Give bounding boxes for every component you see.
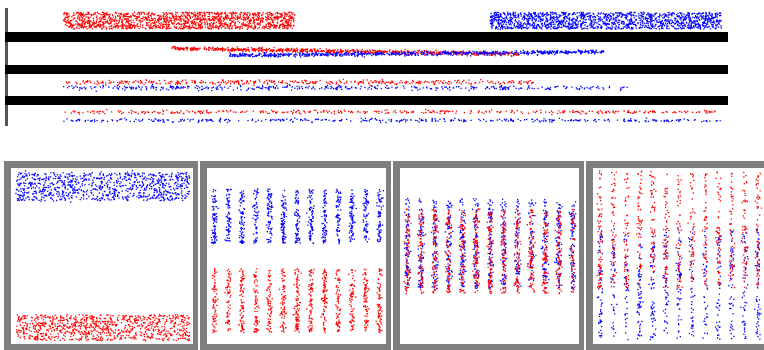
panel-row: [4, 161, 764, 350]
row-1-blue-particles: [489, 11, 722, 30]
panel-2-red-particles: [211, 268, 383, 334]
row-separator-1: [5, 32, 728, 42]
panel-4-frame: [586, 161, 764, 350]
panel-3-canvas: [403, 198, 577, 295]
panel-2-canvas: [210, 188, 385, 334]
panel-1-frame: [4, 161, 198, 350]
top-scatter-strip: [5, 8, 728, 126]
panel-4-canvas: [596, 170, 763, 341]
panel-4-red-particles: [596, 170, 763, 290]
panel-3-red-particles: [403, 208, 576, 295]
panel-2-area: [207, 168, 386, 344]
panel-1-area: [11, 168, 193, 344]
row-4-red-particles: [64, 109, 716, 116]
panel-4-blue-particles: [596, 228, 762, 341]
panel-1-canvas: [15, 170, 191, 342]
panel-1-blue-particles: [15, 170, 191, 203]
row-4-blue-particles: [63, 117, 721, 124]
top-scatter-canvas: [5, 8, 728, 126]
row-3-blue-particles: [63, 84, 628, 92]
panel-4-area: [593, 168, 764, 344]
row-separator-3: [5, 96, 728, 105]
row-3-red-particles: [65, 78, 534, 86]
row-1-red-particles: [62, 11, 296, 30]
panel-2-frame: [200, 161, 391, 350]
panel-1-red-particles: [16, 314, 191, 342]
row-separator-2: [5, 65, 728, 74]
panel-2-blue-particles: [210, 188, 385, 245]
row-2-red-particles: [171, 45, 520, 57]
panel-3-blue-particles: [403, 198, 577, 290]
panel-3-area: [400, 168, 579, 344]
panel-3-frame: [393, 161, 584, 350]
